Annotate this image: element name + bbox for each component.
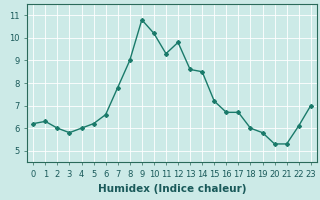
X-axis label: Humidex (Indice chaleur): Humidex (Indice chaleur) — [98, 184, 246, 194]
